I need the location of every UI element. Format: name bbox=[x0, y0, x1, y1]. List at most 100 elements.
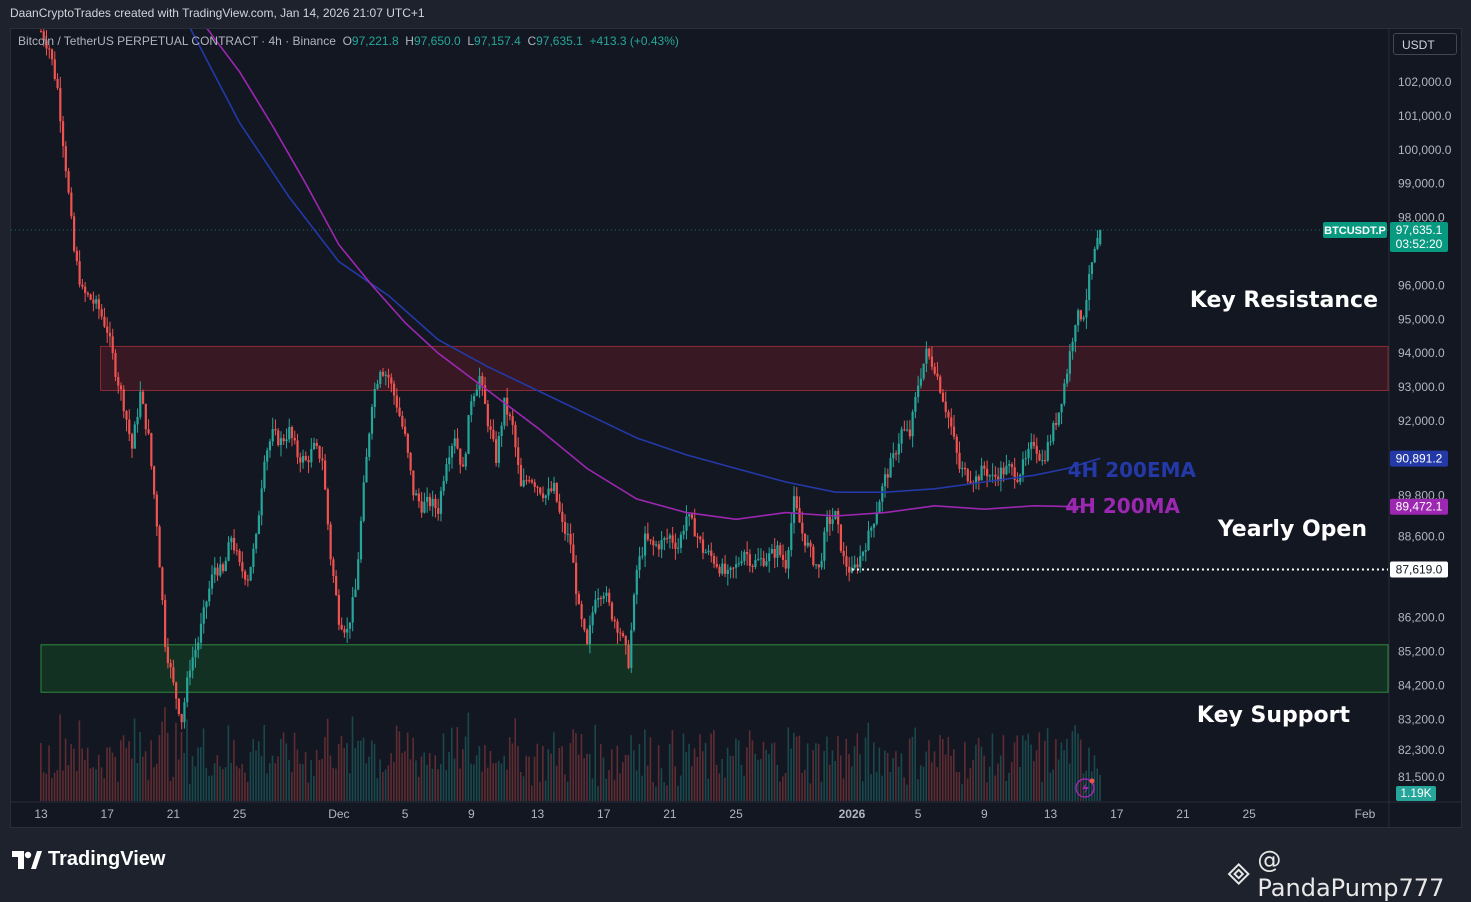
volume-bar bbox=[641, 775, 643, 801]
price-tag-bg bbox=[1390, 498, 1448, 515]
volume-bar bbox=[561, 746, 563, 801]
price-tag-bg bbox=[1390, 450, 1448, 467]
volume-bar bbox=[831, 750, 834, 801]
candle-body bbox=[566, 533, 569, 535]
candle-body bbox=[897, 443, 900, 455]
volume-bar bbox=[1068, 763, 1071, 801]
volume-bar bbox=[577, 754, 580, 801]
watermark-text: @ PandaPump777 bbox=[1257, 846, 1445, 902]
volume-bar bbox=[288, 759, 290, 801]
volume-bar bbox=[528, 756, 530, 801]
candle-body bbox=[197, 642, 200, 650]
x-tick-label: 13 bbox=[34, 807, 48, 821]
x-tick-label: 21 bbox=[1176, 807, 1190, 821]
volume-bar bbox=[702, 751, 704, 801]
volume-bar bbox=[583, 758, 585, 801]
volume-bar bbox=[895, 751, 897, 801]
volume-bar bbox=[941, 738, 944, 801]
volume-bar bbox=[635, 770, 638, 801]
candle-body bbox=[180, 714, 183, 723]
candle-body bbox=[343, 629, 346, 633]
tradingview-logo[interactable]: TradingView bbox=[12, 848, 165, 871]
volume-bar bbox=[646, 765, 649, 801]
candle-body bbox=[1068, 351, 1071, 374]
candle-body bbox=[514, 424, 517, 448]
candle-body bbox=[638, 556, 641, 571]
candle-body bbox=[547, 488, 550, 496]
volume-bar bbox=[114, 756, 117, 801]
candle-body bbox=[900, 429, 903, 444]
volume-bar bbox=[62, 770, 64, 801]
volume-bar bbox=[106, 747, 108, 801]
candle-body bbox=[583, 619, 586, 630]
candle-body bbox=[723, 563, 727, 574]
currency-button[interactable]: USDT bbox=[1393, 33, 1457, 55]
volume-bar bbox=[75, 771, 78, 801]
symbol-title[interactable]: Bitcoin / TetherUS PERPETUAL CONTRACT · … bbox=[18, 34, 336, 48]
candle-body bbox=[605, 592, 608, 596]
volume-bar bbox=[768, 754, 770, 801]
volume-bar bbox=[202, 728, 205, 801]
candle-body bbox=[735, 564, 738, 568]
y-tick-label: 92,000.0 bbox=[1398, 414, 1445, 428]
ema-200-line[interactable] bbox=[189, 28, 1101, 493]
candle-body bbox=[997, 476, 1000, 482]
candle-body bbox=[130, 434, 134, 449]
volume-bar bbox=[450, 727, 453, 801]
candle-body bbox=[483, 385, 487, 404]
candle-body bbox=[1088, 273, 1091, 300]
chart-frame[interactable] bbox=[10, 28, 1462, 828]
candle-body bbox=[655, 544, 658, 546]
candle-body bbox=[246, 579, 249, 581]
volume-bar bbox=[624, 754, 627, 801]
candle-body bbox=[459, 448, 462, 465]
candle-body bbox=[699, 536, 702, 540]
volume-bar bbox=[484, 745, 486, 801]
volume-bar bbox=[183, 753, 186, 801]
candle-body bbox=[870, 527, 873, 531]
volume-tag-label: 1.19K bbox=[1400, 786, 1431, 800]
candle-body bbox=[420, 501, 423, 513]
volume-bar bbox=[224, 767, 227, 801]
ma-200-line[interactable] bbox=[206, 28, 1084, 521]
replay-icon[interactable] bbox=[1075, 778, 1095, 798]
x-tick-label: 21 bbox=[663, 807, 677, 821]
volume-bar bbox=[139, 732, 141, 801]
candle-body bbox=[1057, 412, 1060, 425]
volume-bar bbox=[462, 749, 464, 801]
candle-body bbox=[914, 396, 917, 412]
volume-bar bbox=[1066, 738, 1068, 801]
candle-body bbox=[472, 395, 476, 402]
candle-body bbox=[346, 628, 349, 633]
volume-bar bbox=[508, 737, 511, 801]
volume-bar bbox=[666, 785, 668, 801]
volume-bar bbox=[238, 768, 241, 801]
candle-body bbox=[401, 415, 404, 427]
candle-body bbox=[679, 534, 683, 548]
volume-bar bbox=[208, 775, 210, 801]
volume-bar bbox=[161, 721, 163, 801]
candle-body bbox=[950, 417, 953, 427]
volume-bar bbox=[1063, 750, 1065, 801]
volume-bar bbox=[470, 763, 472, 801]
candle-body bbox=[737, 563, 740, 565]
volume-bar bbox=[188, 783, 191, 801]
candle-body bbox=[73, 216, 76, 251]
candle-body bbox=[268, 441, 272, 451]
volume-bar bbox=[108, 747, 111, 801]
candle-body bbox=[991, 474, 994, 476]
candle-body bbox=[928, 348, 931, 357]
candle-body bbox=[1082, 317, 1085, 320]
volume-bar bbox=[511, 743, 514, 801]
volume-bar bbox=[856, 733, 859, 801]
ema-200-label: 4H 200EMA bbox=[1068, 458, 1197, 482]
y-tick-label: 99,000.0 bbox=[1398, 177, 1445, 191]
volume-bar bbox=[64, 738, 67, 801]
volume-bar bbox=[506, 769, 508, 801]
volume-bar bbox=[390, 753, 392, 801]
candle-body bbox=[941, 392, 945, 402]
volume-bar bbox=[919, 765, 922, 801]
candle-body bbox=[453, 438, 456, 447]
key-resistance-label: Key Resistance bbox=[1190, 288, 1378, 313]
